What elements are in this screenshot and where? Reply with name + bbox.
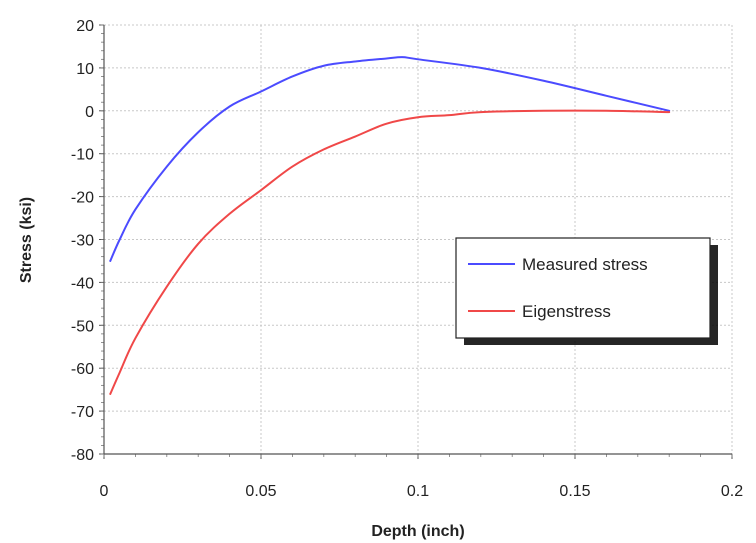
legend-box	[455, 237, 711, 339]
y-tick-label: -40	[71, 275, 94, 292]
y-tick-label: 0	[85, 104, 94, 121]
y-tick-label: -10	[71, 147, 94, 164]
y-tick-label: -80	[71, 447, 94, 464]
x-tick-label: 0.05	[245, 483, 276, 500]
x-tick-label: 0.1	[407, 483, 429, 500]
x-tick-label: 0	[100, 483, 109, 500]
y-tick-label: -60	[71, 361, 94, 378]
y-tick-label: 20	[76, 18, 94, 35]
legend: Measured stress Eigenstress	[455, 237, 718, 345]
y-tick-label: -30	[71, 233, 94, 250]
series-layer	[109, 56, 671, 395]
x-tick-label: 0.15	[559, 483, 590, 500]
y-tick-label: 10	[76, 61, 94, 78]
x-axis-title: Depth (inch)	[371, 523, 464, 540]
y-axis-title: Stress (ksi)	[18, 197, 35, 283]
series-line-measured-stress	[109, 56, 671, 262]
grid-layer	[104, 24, 733, 454]
tick-layer: 20 10 0 -10 -20 -30 -40 -50 -60 -70 -80 0 0.05 0.1 0.1…	[71, 18, 743, 500]
y-tick-label: -50	[71, 318, 94, 335]
legend-label-eigenstress: Eigenstress	[522, 302, 611, 321]
x-tick-label: 0.2	[721, 483, 743, 500]
y-tick-label: -20	[71, 190, 94, 207]
legend-label-measured-stress: Measured stress	[522, 255, 648, 274]
y-tick-label: -70	[71, 404, 94, 421]
axis-layer	[99, 24, 733, 459]
